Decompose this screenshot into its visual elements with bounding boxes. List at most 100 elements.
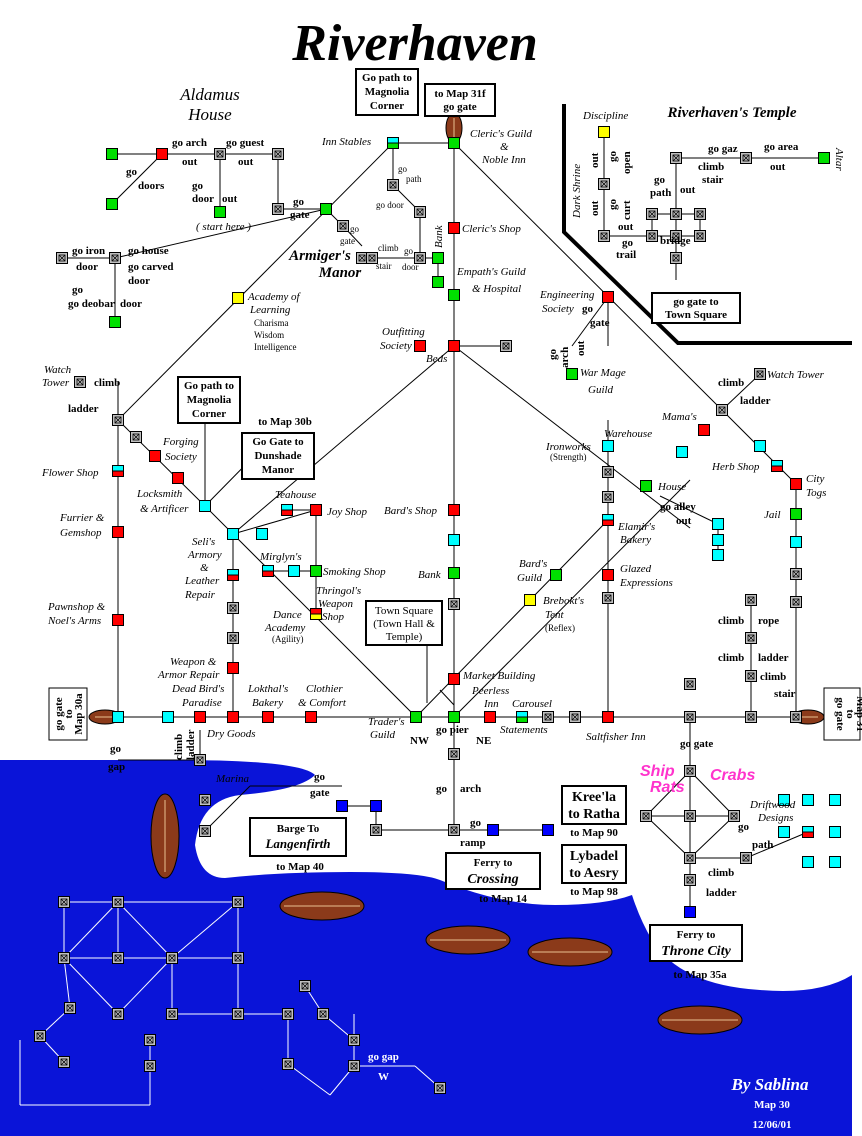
room-node[interactable]: [484, 711, 496, 723]
room-node-empty[interactable]: [348, 1034, 360, 1046]
room-node-empty[interactable]: [366, 252, 378, 264]
room-node-empty[interactable]: [745, 711, 757, 723]
room-node[interactable]: [227, 711, 239, 723]
box-lybadel[interactable]: Lybadel to Aesry: [561, 844, 627, 884]
room-node-empty[interactable]: [317, 1008, 329, 1020]
room-node[interactable]: [790, 508, 802, 520]
room-node-empty[interactable]: [740, 852, 752, 864]
room-node-empty[interactable]: [272, 203, 284, 215]
room-node-empty[interactable]: [166, 952, 178, 964]
room-node-empty[interactable]: [299, 980, 311, 992]
room-node-empty[interactable]: [684, 678, 696, 690]
room-node[interactable]: [149, 450, 161, 462]
room-node[interactable]: [106, 148, 118, 160]
room-node-empty[interactable]: [716, 404, 728, 416]
room-node-empty[interactable]: [232, 1008, 244, 1020]
room-node[interactable]: [162, 711, 174, 723]
room-node[interactable]: [712, 534, 724, 546]
room-node[interactable]: [262, 711, 274, 723]
room-node[interactable]: [310, 565, 322, 577]
room-node-empty[interactable]: [790, 568, 802, 580]
room-node-empty[interactable]: [414, 206, 426, 218]
room-node[interactable]: [676, 446, 688, 458]
room-node[interactable]: [305, 711, 317, 723]
room-node[interactable]: [227, 528, 239, 540]
room-node-empty[interactable]: [754, 368, 766, 380]
room-node[interactable]: [310, 608, 322, 620]
room-node[interactable]: [262, 565, 274, 577]
room-node-empty[interactable]: [728, 810, 740, 822]
room-node[interactable]: [829, 794, 841, 806]
room-node-empty[interactable]: [348, 1060, 360, 1072]
room-node[interactable]: [448, 340, 460, 352]
room-node-empty[interactable]: [112, 896, 124, 908]
room-node[interactable]: [640, 480, 652, 492]
room-node-empty[interactable]: [790, 711, 802, 723]
room-node[interactable]: [172, 472, 184, 484]
room-node[interactable]: [602, 569, 614, 581]
room-node[interactable]: [109, 316, 121, 328]
room-node-empty[interactable]: [790, 596, 802, 608]
room-node[interactable]: [818, 152, 830, 164]
box-barge[interactable]: Barge To Langenfirth: [249, 817, 347, 857]
room-node[interactable]: [310, 504, 322, 516]
room-node[interactable]: [194, 711, 206, 723]
box-magnolia-mid[interactable]: Go path to Magnolia Corner: [177, 376, 241, 424]
room-node[interactable]: [550, 569, 562, 581]
room-node-empty[interactable]: [74, 376, 86, 388]
room-node-empty[interactable]: [130, 431, 142, 443]
room-node-empty[interactable]: [144, 1060, 156, 1072]
room-node-empty[interactable]: [112, 952, 124, 964]
room-node[interactable]: [432, 276, 444, 288]
room-node-empty[interactable]: [58, 1056, 70, 1068]
room-node-empty[interactable]: [448, 598, 460, 610]
room-node[interactable]: [790, 536, 802, 548]
room-node[interactable]: [387, 137, 399, 149]
room-node[interactable]: [112, 614, 124, 626]
room-node[interactable]: [778, 826, 790, 838]
room-node[interactable]: [112, 526, 124, 538]
room-node-empty[interactable]: [598, 178, 610, 190]
room-node[interactable]: [602, 440, 614, 452]
room-node[interactable]: [448, 534, 460, 546]
room-node[interactable]: [516, 711, 528, 723]
room-node[interactable]: [227, 569, 239, 581]
room-node[interactable]: [336, 800, 348, 812]
room-node-empty[interactable]: [602, 491, 614, 503]
room-node[interactable]: [256, 528, 268, 540]
room-node-empty[interactable]: [199, 825, 211, 837]
room-node[interactable]: [112, 711, 124, 723]
room-node-empty[interactable]: [227, 602, 239, 614]
room-node[interactable]: [524, 594, 536, 606]
room-node[interactable]: [698, 424, 710, 436]
room-node-empty[interactable]: [166, 1008, 178, 1020]
box-map31[interactable]: go gate to Map 31: [823, 687, 862, 741]
room-node[interactable]: [829, 856, 841, 868]
room-node[interactable]: [112, 465, 124, 477]
box-ferry-throne[interactable]: Ferry to Throne City: [649, 924, 743, 962]
room-node-empty[interactable]: [34, 1030, 46, 1042]
room-node-empty[interactable]: [58, 896, 70, 908]
room-node[interactable]: [771, 460, 783, 472]
room-node[interactable]: [487, 824, 499, 836]
room-node[interactable]: [320, 203, 332, 215]
room-node[interactable]: [602, 514, 614, 526]
room-node-empty[interactable]: [356, 252, 368, 264]
room-node-empty[interactable]: [112, 414, 124, 426]
room-node-empty[interactable]: [227, 632, 239, 644]
room-node[interactable]: [106, 198, 118, 210]
room-node-empty[interactable]: [282, 1058, 294, 1070]
room-node[interactable]: [414, 340, 426, 352]
room-node[interactable]: [156, 148, 168, 160]
room-node[interactable]: [790, 478, 802, 490]
room-node-empty[interactable]: [112, 1008, 124, 1020]
box-town-square[interactable]: Town Square (Town Hall & Temple): [365, 600, 443, 646]
room-node-empty[interactable]: [670, 230, 682, 242]
room-node-empty[interactable]: [740, 152, 752, 164]
room-node-empty[interactable]: [144, 1034, 156, 1046]
room-node[interactable]: [227, 662, 239, 674]
room-node-empty[interactable]: [745, 670, 757, 682]
room-node-empty[interactable]: [56, 252, 68, 264]
room-node[interactable]: [566, 368, 578, 380]
room-node-empty[interactable]: [542, 711, 554, 723]
